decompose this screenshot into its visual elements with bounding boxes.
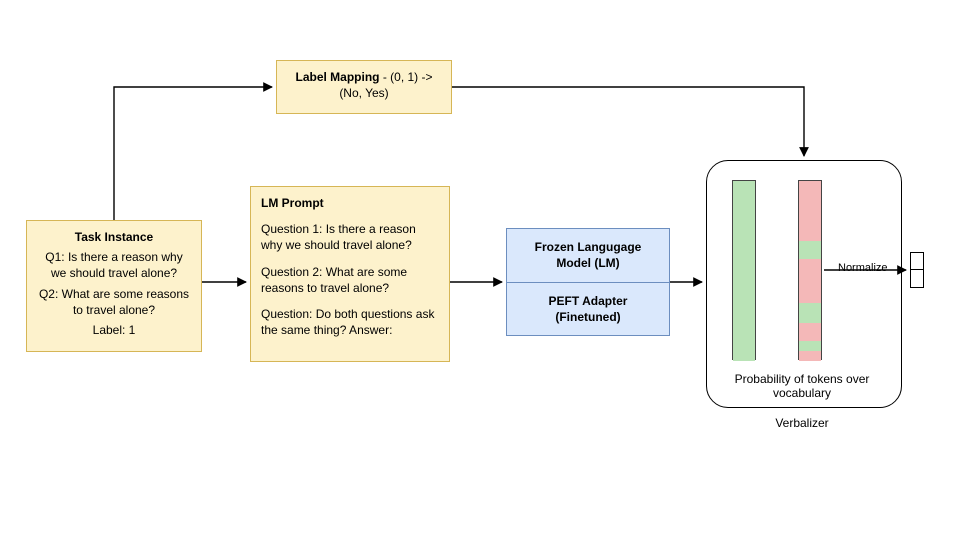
- flow-arrow: [114, 87, 272, 220]
- verbalizer-label: Verbalizer: [722, 416, 882, 430]
- vocab-prob-bar-full: [732, 180, 756, 360]
- bar2-seg: [799, 303, 821, 323]
- bar2-seg: [799, 181, 821, 241]
- label-mapping-text: Label Mapping - (0, 1) -> (No, Yes): [295, 70, 432, 100]
- lm-prompt-p1: Question 1: Is there a reason why we sho…: [261, 221, 439, 253]
- bar2-seg: [799, 259, 821, 303]
- task-instance-q2: Q2: What are some reasons to travel alon…: [37, 286, 191, 318]
- bar1-seg: [733, 181, 755, 361]
- model-frozen-lm: Frozen Langugage Model (LM): [507, 229, 669, 283]
- task-instance-box: Task Instance Q1: Is there a reason why …: [26, 220, 202, 352]
- lm-prompt-box: LM Prompt Question 1: Is there a reason …: [250, 186, 450, 362]
- vocab-prob-bar-selected: [798, 180, 822, 360]
- bar2-seg: [799, 241, 821, 259]
- task-instance-q1: Q1: Is there a reason why we should trav…: [37, 249, 191, 281]
- model-box: Frozen Langugage Model (LM) PEFT Adapter…: [506, 228, 670, 336]
- bar2-seg: [799, 351, 821, 361]
- bar2-seg: [799, 323, 821, 341]
- task-instance-label: Label: 1: [37, 322, 191, 338]
- output-token-pair: [910, 252, 924, 288]
- bar2-seg: [799, 341, 821, 351]
- lm-prompt-p2: Question 2: What are some reasons to tra…: [261, 264, 439, 296]
- output-token-bottom: [910, 270, 924, 288]
- probability-label: Probability of tokens over vocabulary: [722, 372, 882, 400]
- task-instance-title: Task Instance: [37, 229, 191, 245]
- label-mapping-title: Label Mapping: [295, 70, 379, 84]
- label-mapping-box: Label Mapping - (0, 1) -> (No, Yes): [276, 60, 452, 114]
- flow-arrow: [452, 87, 804, 156]
- lm-prompt-p3: Question: Do both questions ask the same…: [261, 306, 439, 338]
- lm-prompt-title: LM Prompt: [261, 195, 439, 211]
- model-peft-adapter: PEFT Adapter (Finetuned): [507, 283, 669, 336]
- normalize-label: Normalize: [836, 262, 890, 274]
- output-token-top: [910, 252, 924, 270]
